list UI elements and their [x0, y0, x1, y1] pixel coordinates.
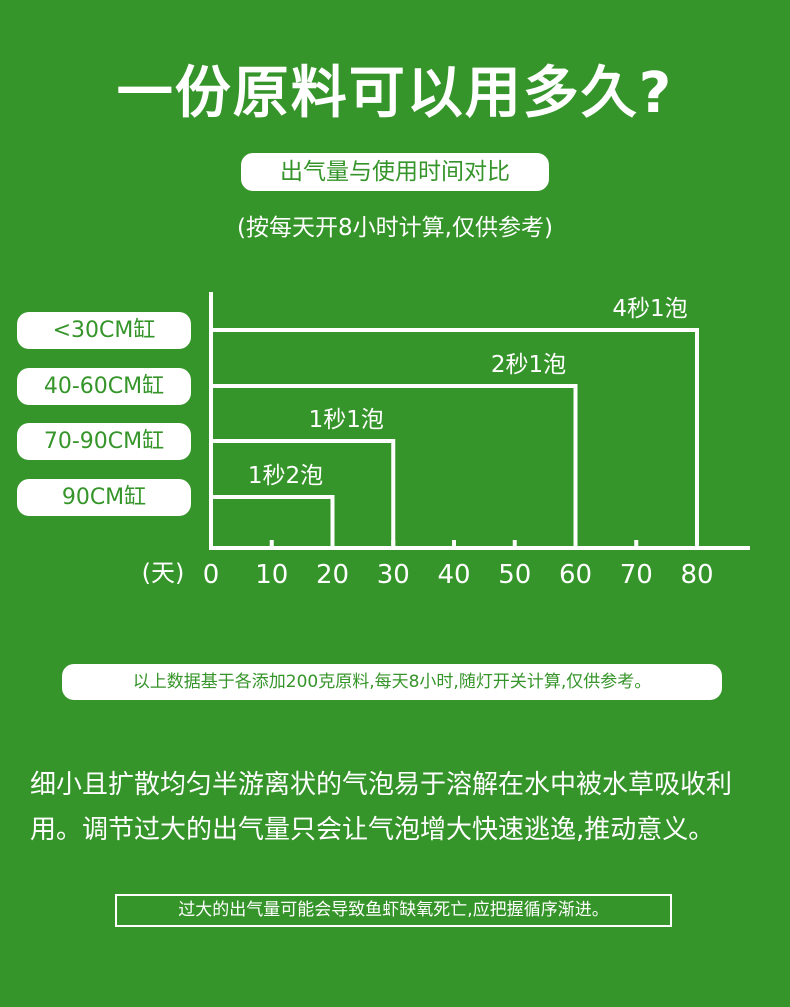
x-tick-label: 20	[316, 560, 349, 590]
bar-outline	[211, 384, 578, 548]
bar-data-label: 2秒1泡	[491, 352, 566, 378]
paragraph-line: 细小且扩散均匀半游离状的气泡易于溶解在水中被水草吸收利	[30, 770, 733, 800]
x-axis-label: (天)	[142, 559, 185, 587]
footnote-pill: 以上数据基于各添加200克原料,每天8小时,随灯开关计算,仅供参考。	[62, 664, 722, 700]
x-tick-label: 60	[559, 560, 592, 590]
x-tick-label: 70	[620, 560, 653, 590]
category-label: <30CM缸	[17, 312, 191, 349]
page-title: 一份原料可以用多久?	[116, 61, 674, 126]
bar-outline	[211, 495, 335, 548]
x-tick-label: 0	[203, 560, 220, 590]
category-label: 70-90CM缸	[17, 423, 191, 460]
chart-subtitle-pill: 出气量与使用时间对比	[241, 153, 549, 191]
x-tick-label: 40	[437, 560, 470, 590]
bar-data-label: 1秒1泡	[309, 407, 384, 433]
paragraph-line: 用。调节过大的出气量只会让气泡增大快速逃逸,推动意义。	[30, 815, 715, 845]
duration-chart: 4秒1泡 2秒1泡 1秒1泡 1秒2泡 0 10 20 30 40 50 60 70 80 (天)	[142, 292, 750, 590]
x-tick-label: 50	[498, 560, 531, 590]
category-label: 90CM缸	[17, 479, 191, 516]
warning-box: 过大的出气量可能会导致鱼虾缺氧死亡,应把握循序渐进。	[115, 894, 672, 927]
calculation-note: (按每天开8小时计算,仅供参考)	[237, 215, 553, 241]
bar-outline	[211, 328, 699, 548]
x-tick-label: 30	[377, 560, 410, 590]
bar-outline	[211, 439, 396, 548]
x-tick-label: 80	[680, 560, 713, 590]
bar-data-label: 1秒2泡	[248, 463, 323, 489]
category-label: 40-60CM缸	[17, 368, 191, 405]
x-tick-label: 10	[255, 560, 288, 590]
bar-data-label: 4秒1泡	[612, 296, 687, 322]
